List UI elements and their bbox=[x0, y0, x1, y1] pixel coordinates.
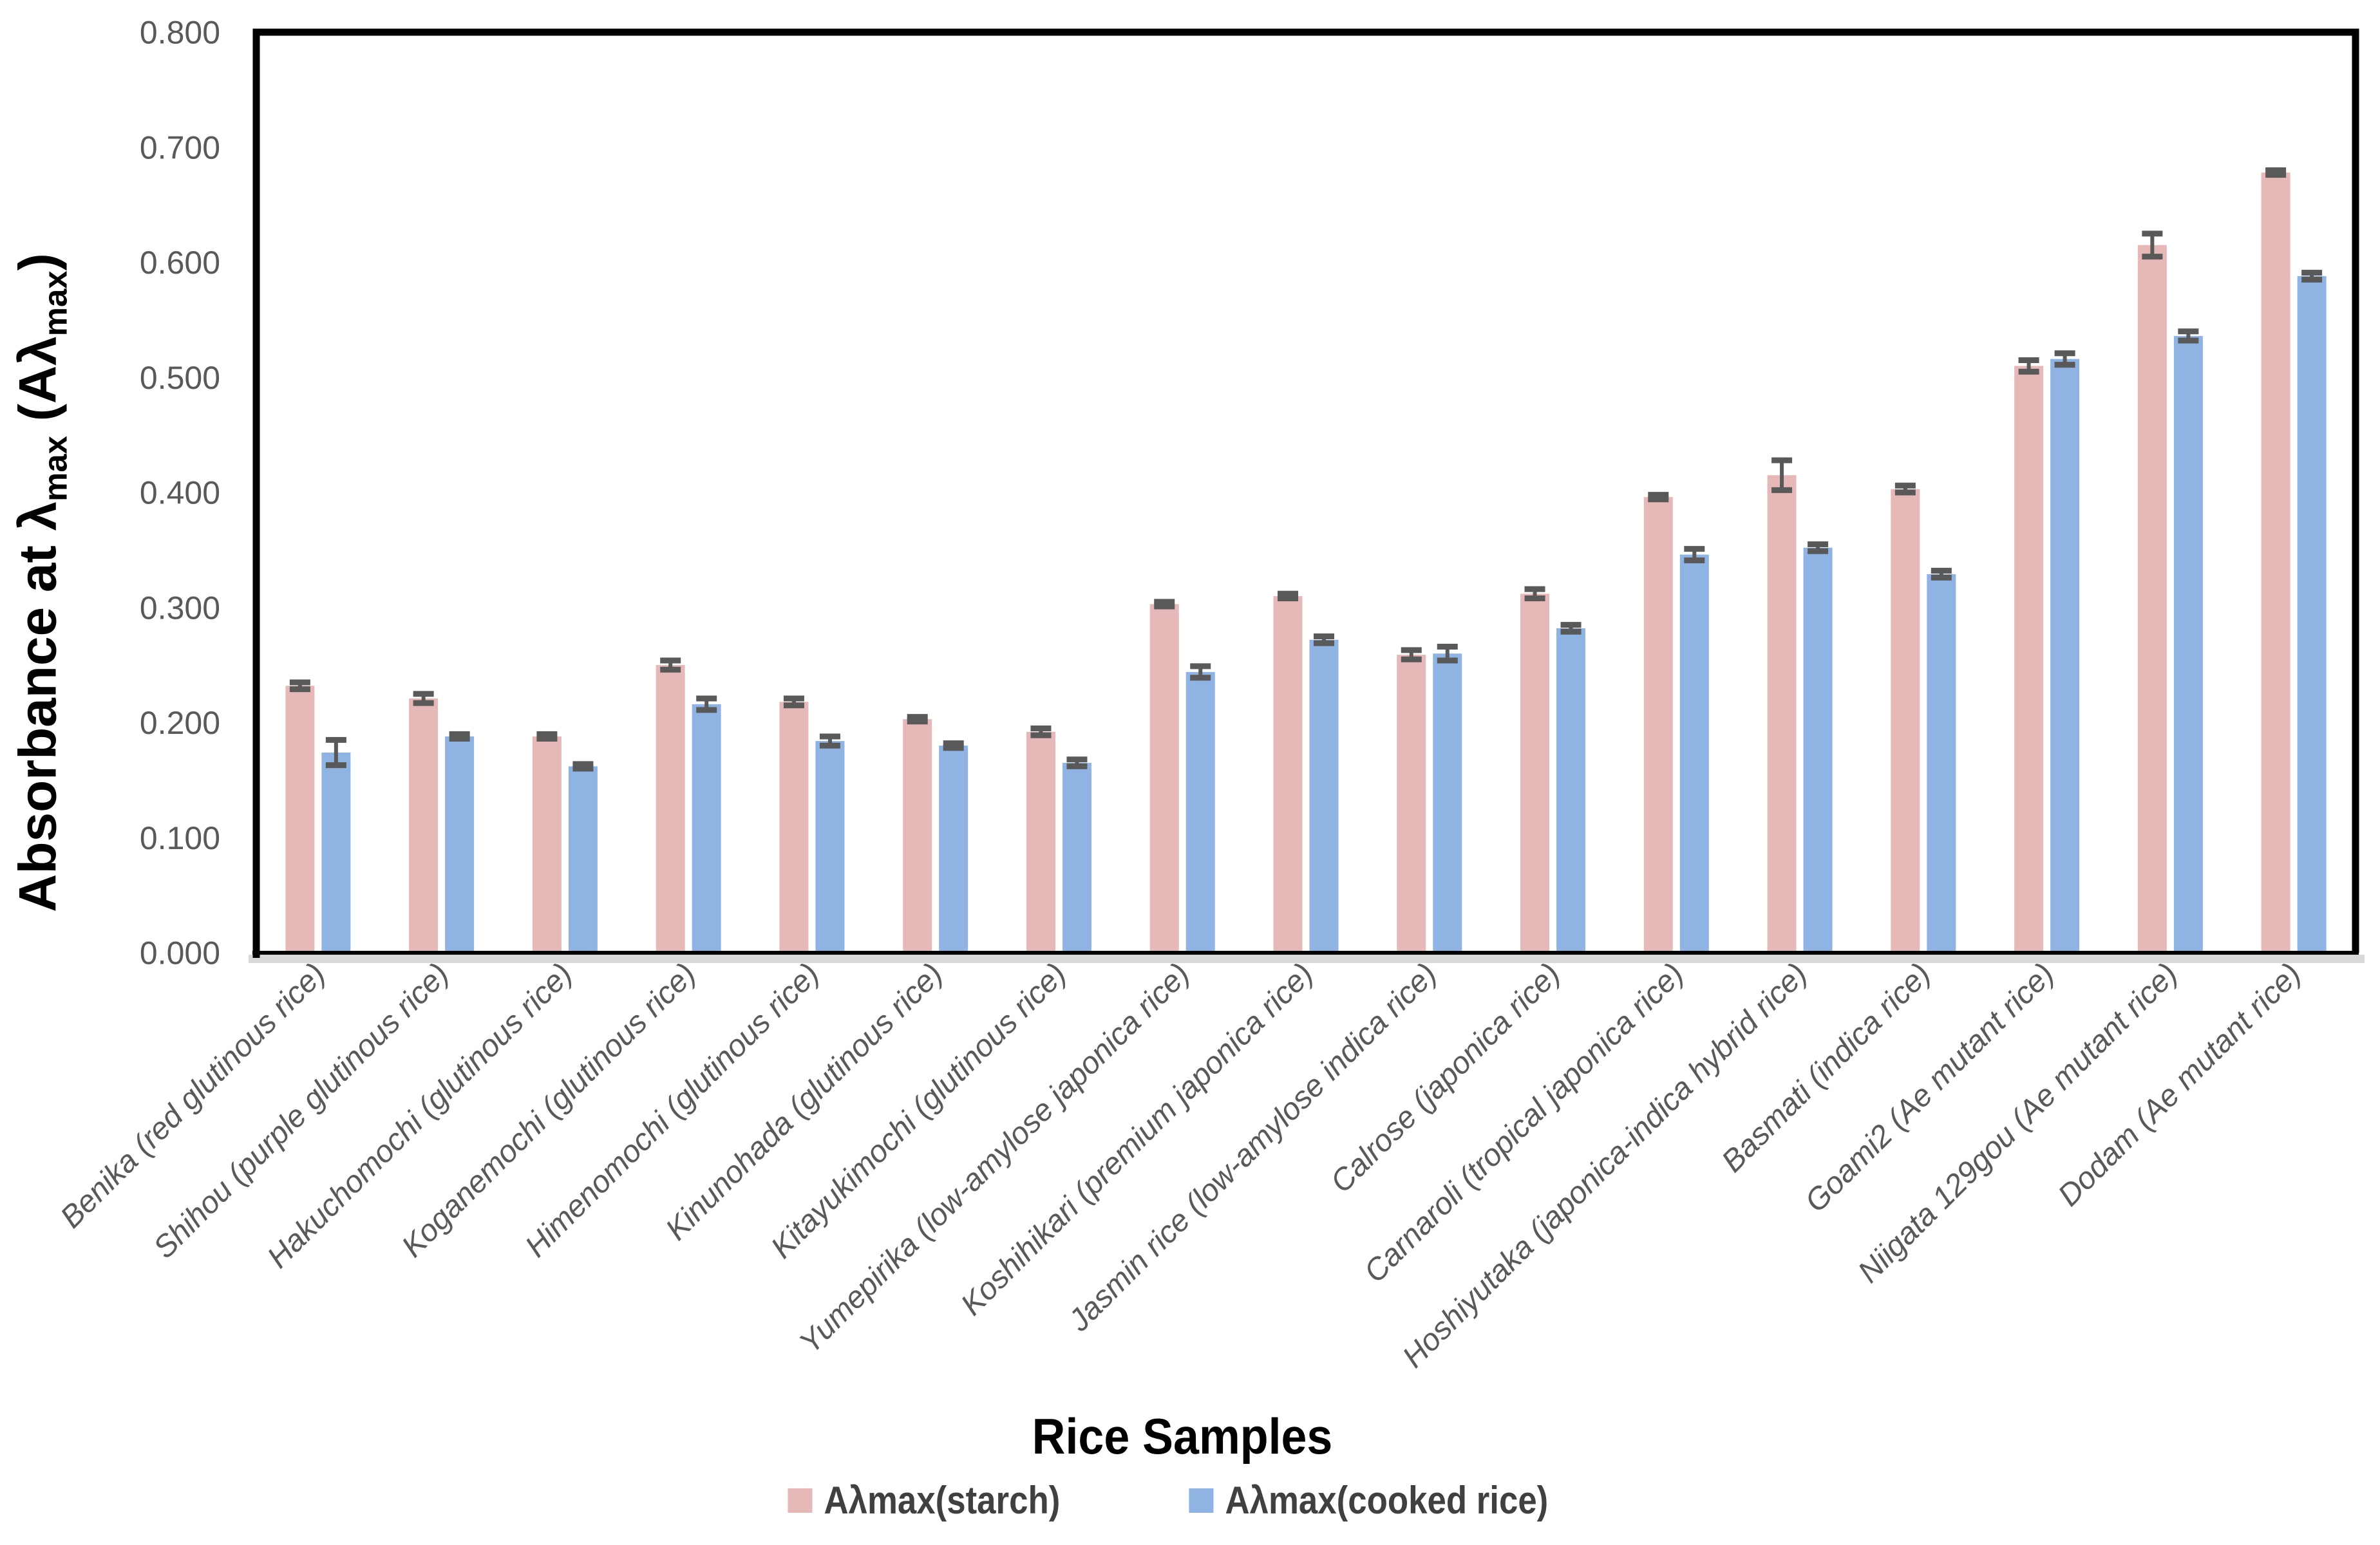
y-tick-label: 0.300 bbox=[140, 590, 220, 626]
y-axis-title-sub1: max bbox=[37, 436, 74, 501]
bar-cooked-rice bbox=[568, 766, 598, 953]
plot-border bbox=[252, 28, 2359, 958]
y-tick-label: 0.400 bbox=[140, 475, 220, 511]
legend-swatch-cooked-rice bbox=[1189, 1488, 1214, 1513]
bar-cooked-rice bbox=[1556, 628, 1586, 953]
bar-cooked-rice bbox=[1803, 547, 1833, 953]
y-axis-title-suffix: ) bbox=[8, 253, 68, 271]
bar-starch bbox=[409, 698, 439, 953]
y-axis-title-mid: (Aλ bbox=[8, 336, 68, 436]
bar-cooked-rice bbox=[1062, 763, 1091, 953]
bar-cooked-rice bbox=[1927, 574, 1956, 953]
bar-cooked-rice bbox=[2297, 276, 2327, 953]
bar-starch bbox=[2261, 173, 2290, 953]
legend-swatch-starch bbox=[788, 1488, 813, 1513]
legend-item-starch: Aλmax(starch) bbox=[788, 1478, 1092, 1522]
x-category-label: Goami2 (Ae mutant rice) bbox=[1799, 957, 2061, 1219]
y-axis-title-sub2: max bbox=[37, 270, 74, 337]
x-category-label: Calrose (japonica rice) bbox=[1324, 957, 1567, 1199]
axis-shadow bbox=[249, 955, 2365, 963]
bar-starch bbox=[532, 736, 562, 953]
bar-cooked-rice bbox=[1433, 653, 1462, 953]
bar-starch bbox=[1149, 604, 1179, 953]
bar-starch bbox=[2137, 245, 2167, 953]
bar-starch bbox=[285, 686, 315, 953]
bar-starch bbox=[1891, 489, 1920, 953]
y-tick-label: 0.700 bbox=[140, 129, 220, 165]
bar-starch bbox=[656, 665, 685, 953]
y-tick-label: 0.600 bbox=[140, 245, 220, 281]
bar-cooked-rice bbox=[939, 745, 968, 953]
bar-cooked-rice bbox=[321, 752, 351, 953]
x-axis-title: Rice Samples bbox=[1032, 1408, 1333, 1465]
y-axis-title-text: Absorbance at λ bbox=[8, 501, 68, 912]
legend-label-cooked-rice: Aλmax(cooked rice) bbox=[1225, 1479, 1549, 1522]
bar-starch bbox=[2014, 366, 2044, 953]
x-category-label: Benika (red glutinous rice) bbox=[54, 957, 332, 1235]
y-axis-title: Absorbance at λmax (Aλmax) bbox=[8, 253, 74, 912]
bar-cooked-rice bbox=[692, 704, 721, 953]
bar-starch bbox=[1026, 731, 1055, 953]
bar-cooked-rice bbox=[2173, 335, 2203, 953]
bar-starch bbox=[1520, 594, 1550, 953]
legend-item-cooked-rice: Aλmax(cooked rice) bbox=[1189, 1478, 1592, 1522]
y-tick-label: 0.200 bbox=[140, 705, 220, 741]
legend: Aλmax(starch) Aλmax(cooked rice) bbox=[788, 1478, 1592, 1522]
bar-starch bbox=[1273, 595, 1303, 953]
legend-label-starch: Aλmax(starch) bbox=[824, 1479, 1061, 1522]
bar-starch bbox=[1767, 475, 1797, 953]
bar-cooked-rice bbox=[445, 736, 475, 953]
bar-cooked-rice bbox=[815, 741, 845, 953]
x-category-label: Dodam (Ae mutant rice) bbox=[2052, 957, 2308, 1213]
y-tick-label: 0.000 bbox=[140, 935, 220, 971]
bar-cooked-rice bbox=[1185, 671, 1215, 953]
bar-starch bbox=[903, 719, 932, 953]
y-tick-label: 0.500 bbox=[140, 360, 220, 396]
bar-starch bbox=[1643, 497, 1673, 953]
bar-starch bbox=[1397, 655, 1426, 953]
y-tick-label: 0.100 bbox=[140, 820, 220, 856]
y-tick-label: 0.800 bbox=[140, 15, 220, 51]
bar-starch bbox=[779, 702, 809, 953]
x-category-label: Basmati (indica rice) bbox=[1715, 957, 1938, 1179]
bar-cooked-rice bbox=[2050, 359, 2080, 953]
bar-cooked-rice bbox=[1309, 639, 1339, 953]
bar-cooked-rice bbox=[1679, 554, 1709, 953]
